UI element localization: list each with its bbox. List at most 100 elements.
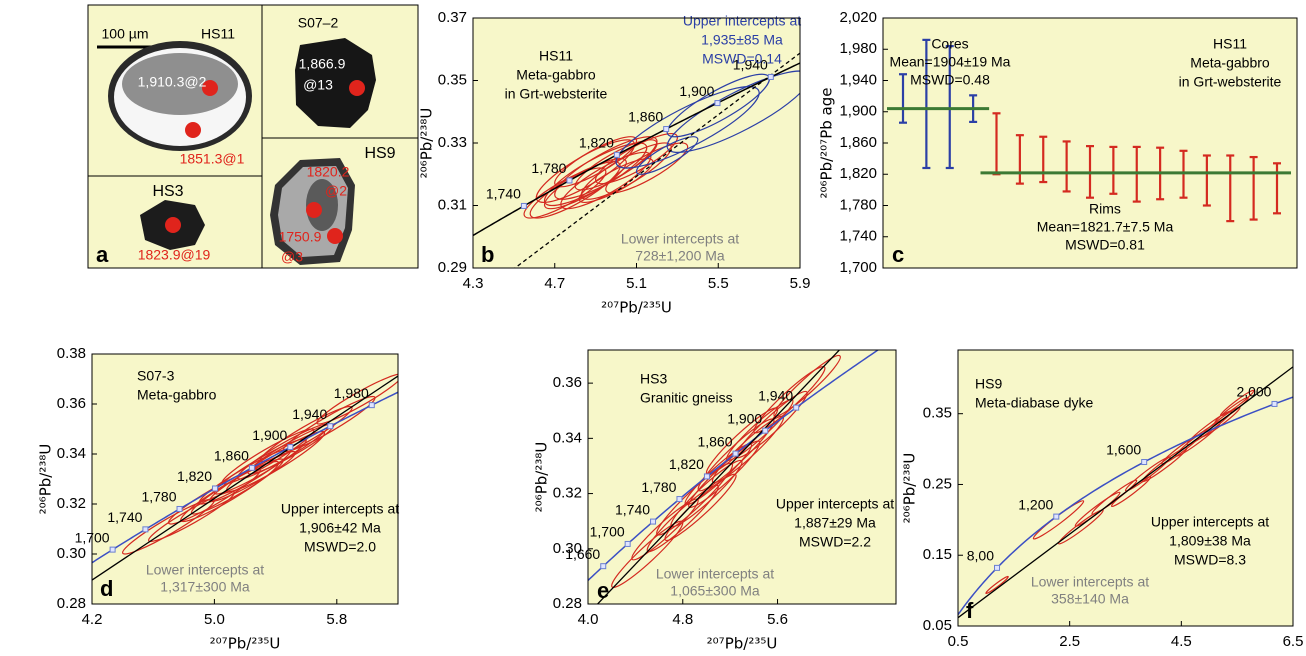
spot-label: 1750.9 [279, 229, 322, 245]
y-axis-title: ²⁰⁶Pb/²³⁸U [37, 444, 55, 515]
y-tick-label: 0.31 [438, 196, 467, 213]
upper-intercept-text: 1,809±38 Ma [1169, 533, 1251, 549]
spot [185, 122, 201, 138]
concordia-age-marker [614, 152, 619, 157]
sample-label: Granitic gneiss [640, 390, 733, 406]
concordia-age-marker [677, 497, 682, 502]
mswd-label: MSWD=0.81 [1065, 237, 1145, 253]
spot-label: @3 [281, 249, 303, 265]
concordia-age-marker [249, 465, 254, 470]
concordia-age-label: 1,900 [727, 410, 762, 426]
concordia-age-label: 1,780 [641, 479, 676, 495]
panel: 0.280.300.320.340.364.04.85.6²⁰⁶Pb/²³⁸U²… [533, 291, 897, 653]
concordia-age-marker [328, 424, 333, 429]
concordia-age-marker [213, 486, 218, 491]
upper-intercept-text: 1,906±42 Ma [299, 520, 381, 536]
sample-label: in Grt-websterite [505, 86, 608, 102]
concordia-age-label: 1,820 [177, 468, 212, 484]
lower-intercept-text: 1,065±300 Ma [670, 583, 760, 599]
y-tick-label: 0.30 [57, 545, 86, 562]
y-axis-title: ²⁰⁶Pb/²³⁸U [901, 453, 919, 524]
y-tick-label: 0.37 [438, 9, 467, 26]
spot-label: 1851.3@1 [180, 151, 245, 167]
sample-label: Meta-diabase dyke [975, 395, 1094, 411]
concordia-age-marker [110, 547, 115, 552]
x-tick-label: 6.5 [1283, 633, 1304, 650]
spot-label: @13 [303, 77, 333, 93]
panel: 0.050.150.250.350.52.54.56.5²⁰⁶Pb/²³⁸U²⁰… [901, 350, 1304, 656]
y-tick-label: 0.32 [57, 495, 86, 512]
y-tick-label: 0.28 [57, 595, 86, 612]
sample-label: Meta-gabbro [137, 387, 217, 403]
y-axis-title: ²⁰⁶Pb/²³⁸U [418, 108, 436, 179]
y-axis-title: ²⁰⁶Pb/²⁰⁷Pb age [818, 88, 836, 199]
concordia-age-label: 1,740 [615, 501, 650, 517]
concordia-age-marker [143, 527, 148, 532]
lower-intercept-text: 358±140 Ma [1051, 591, 1129, 607]
concordia-age-marker [567, 178, 572, 183]
concordia-age-marker [521, 203, 526, 208]
spot [327, 228, 343, 244]
concordia-age-marker [794, 405, 799, 410]
series-label: Rims [1089, 201, 1121, 217]
spot [306, 202, 322, 218]
concordia-age-label: 1,860 [214, 448, 249, 464]
concordia-age-marker [625, 541, 630, 546]
y-tick-label: 2,020 [839, 9, 877, 26]
y-tick-label: 0.28 [553, 595, 582, 612]
lower-intercept-text: Lower intercepts at [146, 562, 264, 578]
y-tick-label: 1,860 [839, 134, 877, 151]
lower-intercept-text: 728±1,200 Ma [635, 248, 725, 264]
concordia-age-label: 1,780 [531, 160, 566, 176]
concordia-age-label: 1,200 [1018, 496, 1053, 512]
lower-intercept-text: Lower intercepts at [1031, 574, 1149, 590]
x-tick-label: 4.5 [1171, 633, 1192, 650]
grain-name: HS11 [201, 26, 235, 42]
y-tick-label: 1,940 [839, 71, 877, 88]
x-tick-label: 5.0 [204, 611, 225, 628]
upper-intercept-text: Upper intercepts at [776, 496, 894, 512]
x-tick-label: 4.7 [544, 275, 565, 292]
y-tick-label: 0.34 [553, 429, 582, 446]
scale-bar-label: 100 µm [102, 26, 149, 42]
concordia-age-label: 1,860 [628, 109, 663, 125]
panel: 1,7001,7401,7801,8201,8601,9001,9401,980… [818, 9, 1298, 276]
concordia-age-label: 1,900 [679, 83, 714, 99]
concordia-age-marker [177, 506, 182, 511]
lower-intercept-text: 1,317±300 Ma [160, 579, 250, 595]
spot-label: @2 [325, 183, 347, 199]
concordia-age-marker [1142, 460, 1147, 465]
upper-intercept-text: MSWD=2.0 [304, 539, 376, 555]
concordia-age-label: 1,700 [590, 524, 625, 540]
y-tick-label: 0.05 [923, 617, 952, 634]
concordia-age-label: 1,940 [292, 406, 327, 422]
y-tick-label: 1,740 [839, 228, 877, 245]
x-tick-label: 5.1 [626, 275, 647, 292]
x-axis-title: ²⁰⁷Pb/²³⁵U [601, 299, 672, 317]
x-axis-title: ²⁰⁷Pb/²³⁵U [210, 635, 281, 653]
concordia-age-label: 8,00 [967, 548, 994, 564]
panel-letter: a [96, 242, 109, 267]
panel-letter: f [966, 598, 974, 623]
page-body: 100 µm HS11 1,910.3@2 1851.3@1 S07–2 1,8… [0, 0, 1306, 656]
concordia-age-marker [1272, 401, 1277, 406]
concordia-age-label: 1,940 [758, 387, 793, 403]
concordia-age-label: 1,660 [565, 546, 600, 562]
concordia-age-marker [763, 428, 768, 433]
spot [349, 80, 365, 96]
sample-label: HS11 [1213, 36, 1247, 52]
x-tick-label: 0.5 [948, 633, 969, 650]
concordia-age-label: 1,900 [252, 427, 287, 443]
upper-intercept-text: 1,887±29 Ma [794, 515, 876, 531]
sample-label: Meta-gabbro [1190, 55, 1270, 71]
x-tick-label: 5.6 [767, 611, 788, 628]
panel-letter: e [597, 578, 609, 603]
x-tick-label: 4.2 [82, 611, 103, 628]
spot-label: 1820.2 [307, 164, 350, 180]
spot-label: 1,866.9 [299, 56, 346, 72]
x-tick-label: 4.3 [463, 275, 484, 292]
concordia-age-marker [288, 445, 293, 450]
concordia-age-label: 1,780 [141, 489, 176, 505]
y-tick-label: 0.36 [553, 374, 582, 391]
mean-label: Mean=1821.7±7.5 Ma [1037, 219, 1174, 235]
